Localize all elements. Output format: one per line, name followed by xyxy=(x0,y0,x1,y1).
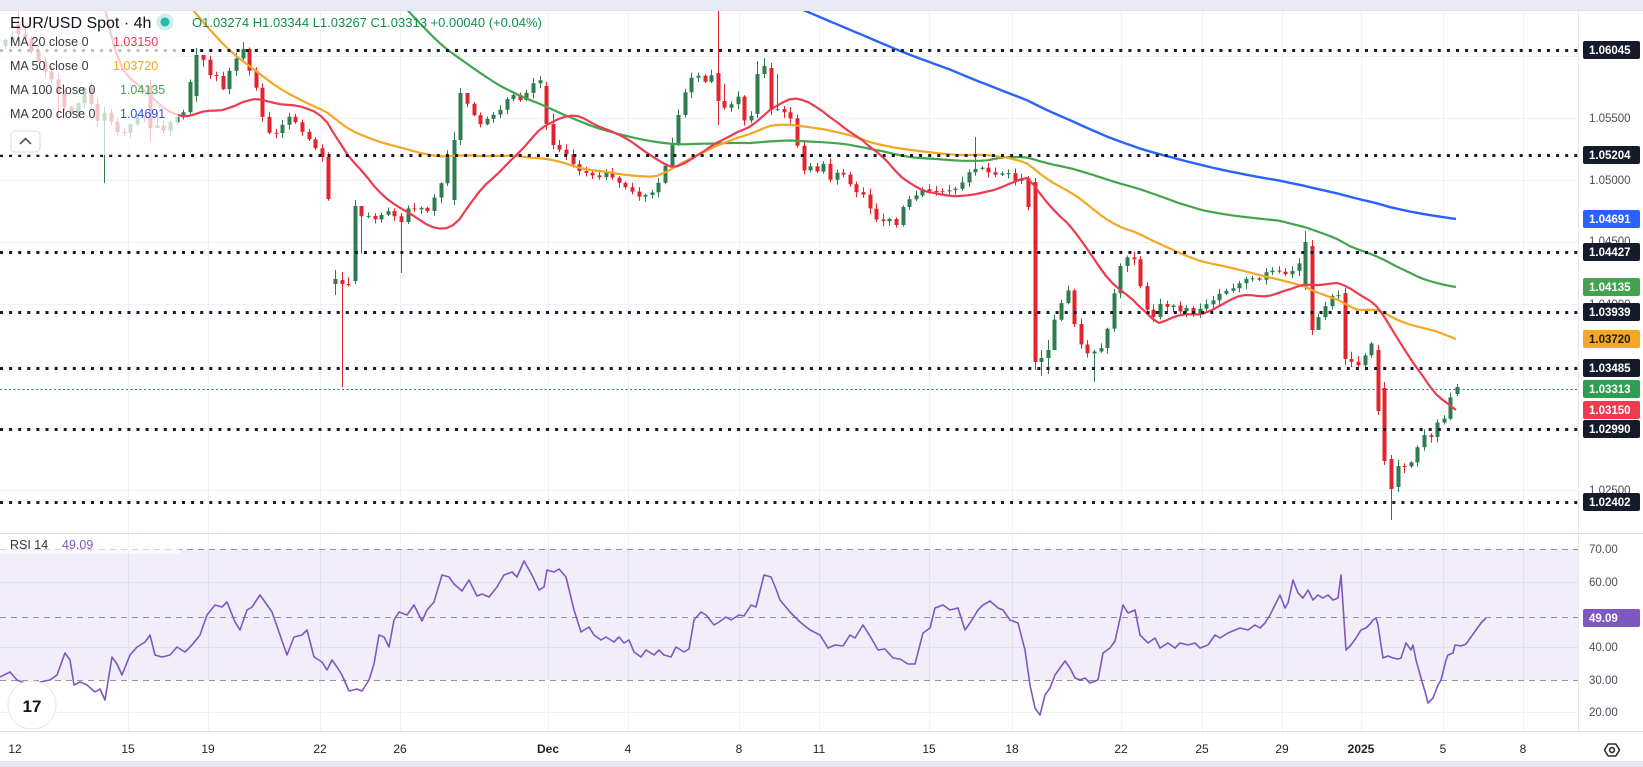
svg-text:22: 22 xyxy=(1114,742,1128,756)
svg-text:60.00: 60.00 xyxy=(1589,577,1618,589)
svg-text:12: 12 xyxy=(8,742,22,756)
svg-text:1.02990: 1.02990 xyxy=(1589,424,1631,436)
svg-text:30.00: 30.00 xyxy=(1589,675,1618,687)
svg-text:18: 18 xyxy=(1005,742,1019,756)
svg-text:25: 25 xyxy=(1195,742,1209,756)
svg-text:1.04691: 1.04691 xyxy=(120,107,165,121)
svg-text:49.09: 49.09 xyxy=(1589,613,1618,625)
svg-text:20.00: 20.00 xyxy=(1589,707,1618,719)
svg-text:15: 15 xyxy=(922,742,936,756)
svg-text:15: 15 xyxy=(121,742,135,756)
svg-text:1.05500: 1.05500 xyxy=(1589,113,1631,125)
svg-text:1.04427: 1.04427 xyxy=(1589,247,1631,259)
svg-text:8: 8 xyxy=(1520,742,1527,756)
svg-text:4: 4 xyxy=(625,742,632,756)
svg-text:1.03720: 1.03720 xyxy=(1589,334,1631,346)
svg-text:O1.03274 H1.03344 L1.03267 C1.: O1.03274 H1.03344 L1.03267 C1.03313 +0.0… xyxy=(192,15,542,30)
svg-text:1.05000: 1.05000 xyxy=(1589,175,1631,187)
svg-text:1.03485: 1.03485 xyxy=(1589,363,1631,375)
svg-text:MA 20 close 0: MA 20 close 0 xyxy=(10,35,89,49)
svg-text:1.03150: 1.03150 xyxy=(1589,405,1631,417)
svg-text:29: 29 xyxy=(1275,742,1289,756)
svg-text:26: 26 xyxy=(393,742,407,756)
svg-text:19: 19 xyxy=(201,742,215,756)
svg-text:8: 8 xyxy=(736,742,743,756)
svg-text:11: 11 xyxy=(813,742,826,756)
svg-text:17: 17 xyxy=(23,697,42,716)
svg-text:1.03939: 1.03939 xyxy=(1589,307,1631,319)
svg-text:Dec: Dec xyxy=(537,742,559,756)
svg-text:1.04135: 1.04135 xyxy=(1589,282,1631,294)
svg-text:49.09: 49.09 xyxy=(62,538,93,552)
svg-text:MA 50 close 0: MA 50 close 0 xyxy=(10,59,89,73)
svg-text:EUR/USD Spot · 4h: EUR/USD Spot · 4h xyxy=(10,15,151,32)
svg-text:RSI 14: RSI 14 xyxy=(10,538,48,552)
svg-text:70.00: 70.00 xyxy=(1589,544,1618,556)
svg-text:1.03720: 1.03720 xyxy=(113,59,158,73)
svg-text:1.03150: 1.03150 xyxy=(113,35,158,49)
svg-text:1.02402: 1.02402 xyxy=(1589,497,1631,509)
svg-text:MA 100 close 0: MA 100 close 0 xyxy=(10,83,96,97)
svg-text:5: 5 xyxy=(1440,742,1447,756)
svg-text:22: 22 xyxy=(313,742,327,756)
svg-text:2025: 2025 xyxy=(1348,742,1375,756)
svg-text:MA 200 close 0: MA 200 close 0 xyxy=(10,107,96,121)
svg-text:1.04691: 1.04691 xyxy=(1589,214,1631,226)
svg-text:1.05204: 1.05204 xyxy=(1589,150,1631,162)
svg-text:40.00: 40.00 xyxy=(1589,642,1618,654)
svg-text:1.03313: 1.03313 xyxy=(1589,384,1631,396)
svg-text:1.06045: 1.06045 xyxy=(1589,45,1631,57)
svg-text:1.04135: 1.04135 xyxy=(120,83,165,97)
